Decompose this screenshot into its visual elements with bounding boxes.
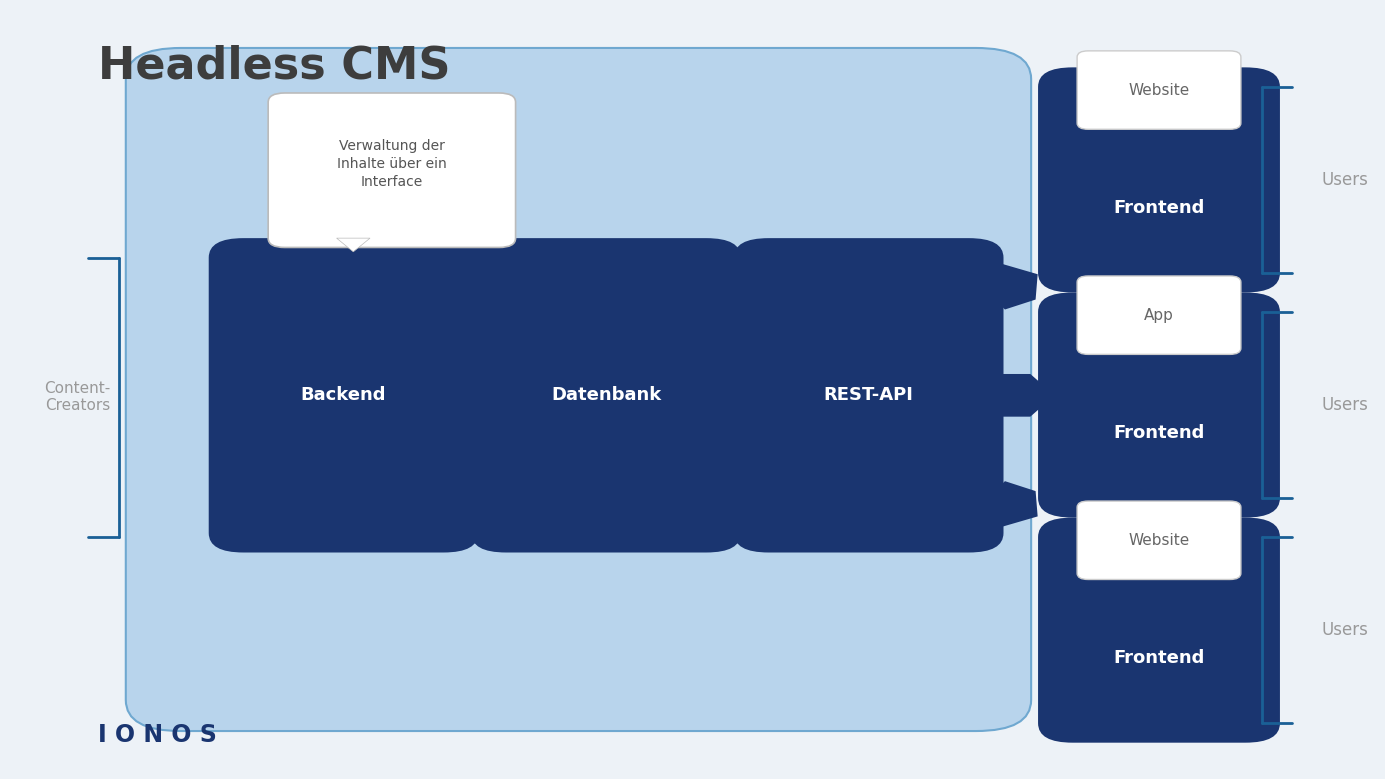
FancyBboxPatch shape: [471, 238, 741, 552]
Text: Content-
Creators: Content- Creators: [44, 381, 111, 414]
Text: Verwaltung der
Inhalte über ein
Interface: Verwaltung der Inhalte über ein Interfac…: [337, 139, 447, 189]
FancyBboxPatch shape: [1037, 67, 1280, 292]
Polygon shape: [337, 238, 370, 252]
FancyBboxPatch shape: [1037, 517, 1280, 742]
Text: I O N O S: I O N O S: [98, 723, 217, 747]
Text: Datenbank: Datenbank: [551, 386, 661, 404]
Text: REST-API: REST-API: [824, 386, 914, 404]
Text: Headless CMS: Headless CMS: [98, 44, 450, 87]
Text: App: App: [1144, 308, 1174, 323]
FancyBboxPatch shape: [1037, 292, 1280, 517]
Text: Backend: Backend: [301, 386, 386, 404]
FancyBboxPatch shape: [126, 48, 1032, 731]
Polygon shape: [453, 368, 507, 422]
Text: Users: Users: [1321, 396, 1368, 414]
FancyBboxPatch shape: [269, 93, 515, 248]
FancyBboxPatch shape: [734, 238, 1004, 552]
FancyBboxPatch shape: [209, 238, 478, 552]
Polygon shape: [967, 481, 1037, 528]
FancyBboxPatch shape: [1078, 501, 1241, 580]
Text: Frontend: Frontend: [1114, 649, 1205, 667]
Text: Frontend: Frontend: [1114, 199, 1205, 217]
Text: Users: Users: [1321, 171, 1368, 189]
Polygon shape: [715, 368, 769, 422]
FancyBboxPatch shape: [1078, 51, 1241, 129]
Text: Website: Website: [1129, 83, 1190, 97]
Text: Frontend: Frontend: [1114, 424, 1205, 442]
FancyBboxPatch shape: [1078, 276, 1241, 354]
Polygon shape: [967, 263, 1037, 309]
Text: Website: Website: [1129, 533, 1190, 548]
Text: Users: Users: [1321, 621, 1368, 639]
Polygon shape: [994, 374, 1054, 417]
